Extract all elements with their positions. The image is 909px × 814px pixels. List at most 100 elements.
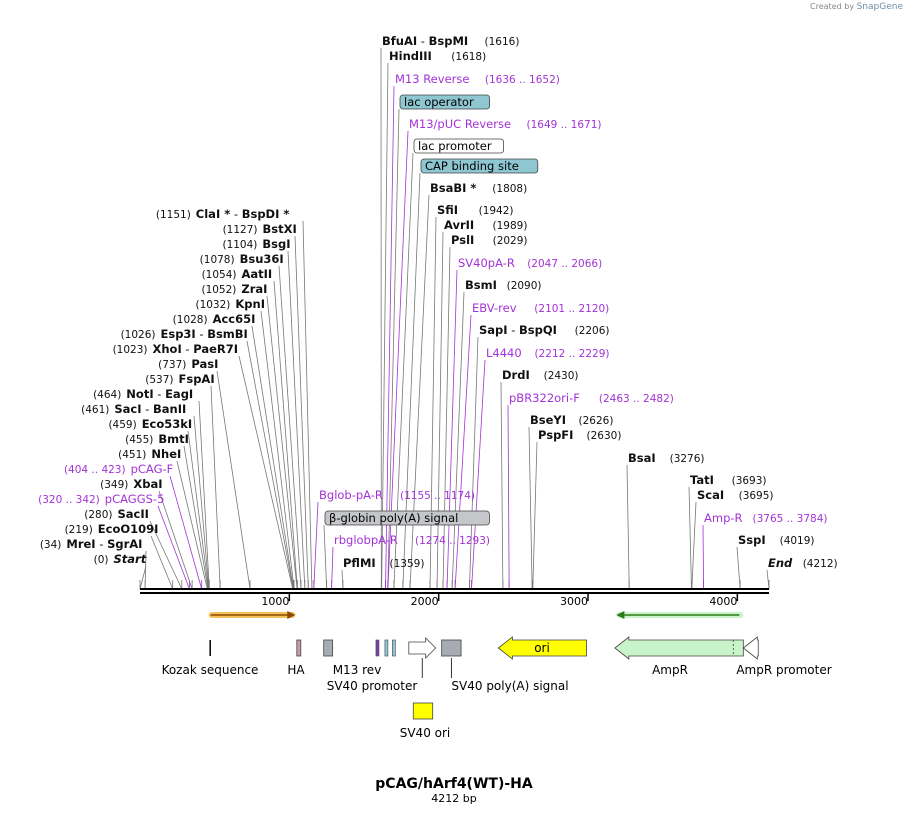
enzyme-label[interactable]: SspI (4019) (738, 533, 815, 547)
leader-line (294, 235, 309, 590)
enzyme-label[interactable]: BsgI (1104) (222, 237, 290, 251)
enzyme-label[interactable]: BstXI (1127) (223, 222, 297, 236)
site-name: DrdI (502, 368, 530, 382)
enzyme-label[interactable]: ScaI (3695) (697, 488, 774, 502)
enzyme-label[interactable]: BsaBI * (1808) (430, 181, 527, 195)
primer-label[interactable]: Bglob-pA-R (1155 .. 1174) (319, 488, 475, 502)
site-name: pBR322ori-F (509, 391, 580, 405)
feature-sv40-promoter[interactable]: SV40 promoter (327, 637, 437, 693)
feature-label-text: β-globin poly(A) signal (329, 511, 458, 525)
enzyme-label[interactable]: EcoO109I (219) (65, 522, 159, 536)
leader-line (736, 546, 741, 590)
primer-label[interactable]: pCAG-F (404 .. 423) (64, 462, 173, 476)
leader-line (442, 246, 451, 590)
site-name-part: Bglob-pA-R (319, 488, 383, 502)
enzyme-label[interactable]: XbaI (349) (100, 477, 162, 491)
enzyme-label[interactable]: FspAI (537) (145, 372, 214, 386)
enzyme-label[interactable]: NheI (451) (118, 447, 181, 461)
enzyme-label[interactable]: Acc65I (1028) (173, 312, 256, 326)
feature-label[interactable]: CAP binding site (420, 158, 539, 174)
feature-label[interactable]: lac operator (399, 94, 490, 110)
enzyme-label[interactable]: Bsu36I (1078) (200, 252, 284, 266)
enzyme-label[interactable]: SapI - BspQI (2206) (479, 323, 610, 337)
primer-label[interactable]: M13/pUC Reverse (1649 .. 1671) (409, 117, 602, 131)
site-name-part: Acc65I (213, 312, 256, 326)
site-name-part: L4440 (486, 346, 522, 360)
primer-label[interactable]: pCAGGS-5 (320 .. 342) (38, 492, 164, 506)
feature-m13-rev[interactable]: M13 rev (323, 639, 382, 677)
site-position: (1104) (222, 239, 257, 251)
leader-line (507, 404, 510, 590)
enzyme-label[interactable]: SacII (280) (84, 507, 149, 521)
site-name: Acc65I (213, 312, 256, 326)
primer-label[interactable]: L4440 (2212 .. 2229) (486, 346, 610, 360)
feature-ampr[interactable]: AmpR (614, 636, 744, 677)
site-position: (280) (84, 509, 112, 521)
primer-label[interactable]: SV40pA-R (2047 .. 2066) (458, 256, 602, 270)
enzyme-label[interactable]: ZraI (1052) (201, 282, 267, 296)
enzyme-label[interactable]: PslI (2029) (451, 233, 528, 247)
enzyme-label[interactable]: Eco53kI (459) (108, 417, 192, 431)
ruler-label: 3000 (560, 595, 588, 608)
primer-label[interactable]: rbglobpA-R (1274 .. 1293) (334, 533, 490, 547)
feature-label-box: β-globin poly(A) signal (324, 510, 490, 526)
enzyme-label[interactable]: ClaI * - BspDI * (1151) (156, 207, 290, 221)
enzyme-label[interactable]: AvrII (1989) (444, 218, 527, 232)
site-name: Start (114, 552, 147, 566)
leader-line (454, 314, 472, 590)
enzyme-label[interactable]: BfuAI - BspMI (1616) (382, 34, 519, 48)
site-name-part: SfiI (437, 203, 458, 217)
enzyme-label[interactable]: BseYI (2626) (530, 413, 613, 427)
enzyme-label[interactable]: Start (0) (94, 552, 147, 566)
primer-label[interactable]: M13 Reverse (1636 .. 1652) (395, 72, 560, 86)
site-name: Eco53kI (142, 417, 193, 431)
feature-sv40-poly-a-signal[interactable]: SV40 poly(A) signal (441, 639, 569, 693)
site-name: M13/pUC Reverse (409, 117, 511, 131)
enzyme-label[interactable]: KpnI (1032) (195, 297, 265, 311)
snapgene-logo: SnapGene (856, 2, 903, 12)
green-cds-arrow (616, 611, 744, 619)
feature-ampr-promoter[interactable]: AmpR promoter (736, 636, 832, 677)
primer-label[interactable]: pBR322ori-F (2463 .. 2482) (509, 391, 674, 405)
leader-line (446, 269, 458, 590)
enzyme-label[interactable]: AatII (1054) (202, 267, 273, 281)
leader-line (702, 524, 704, 590)
enzyme-label[interactable]: XhoI - PaeR7I (1023) (113, 342, 238, 356)
site-position: (1026) (121, 329, 156, 341)
enzyme-label[interactable]: MreI - SgrAI (34) (40, 537, 143, 551)
site-position: (1054) (202, 269, 237, 281)
site-position: (1078) (200, 254, 235, 266)
feature-label[interactable]: lac promoter (413, 138, 504, 154)
site-name-part: BfuAI (382, 34, 417, 48)
feature-name: ori (534, 641, 550, 655)
enzyme-label[interactable]: NotI - EagI (464) (93, 387, 193, 401)
feature-kozak-sequence[interactable]: Kozak sequence (162, 640, 259, 677)
feature-sv40-ori[interactable]: SV40 ori (400, 702, 451, 740)
feature-ori[interactable]: ori (497, 636, 587, 660)
enzyme-label[interactable]: BsmI (2090) (465, 278, 542, 292)
enzyme-label[interactable]: BmtI (455) (125, 432, 189, 446)
enzyme-label[interactable]: DrdI (2430) (502, 368, 579, 382)
enzyme-label[interactable]: TatI (3693) (690, 473, 767, 487)
enzyme-label[interactable]: BsaI (3276) (628, 451, 705, 465)
enzyme-label[interactable]: SacI - BanII (461) (81, 402, 186, 416)
feature-label-box: lac operator (399, 94, 490, 110)
site-name-part: DrdI (502, 368, 530, 382)
enzyme-label[interactable]: PspFI (2630) (538, 428, 621, 442)
site-position: (451) (118, 449, 146, 461)
enzyme-label[interactable]: End (4212) (768, 556, 838, 570)
site-name: NotI - EagI (126, 387, 193, 401)
feature-label[interactable]: β-globin poly(A) signal (324, 510, 490, 526)
enzyme-label[interactable]: PflMI (1359) (343, 556, 424, 570)
enzyme-label[interactable]: PasI (737) (158, 357, 218, 371)
feature-ha[interactable]: HA (287, 639, 305, 677)
enzyme-label[interactable]: HindIII (1618) (389, 49, 486, 63)
enzyme-label[interactable]: SfiI (1942) (437, 203, 514, 217)
primer-label[interactable]: Amp-R (3765 .. 3784) (704, 511, 828, 525)
feature-name: SV40 promoter (327, 679, 418, 693)
primer-label[interactable]: EBV-rev (2101 .. 2120) (472, 301, 609, 315)
leader-line (323, 524, 328, 590)
site-name: EcoO109I (98, 522, 159, 536)
enzyme-label[interactable]: Esp3I - BsmBI (1026) (121, 327, 248, 341)
site-name: PasI (191, 357, 218, 371)
